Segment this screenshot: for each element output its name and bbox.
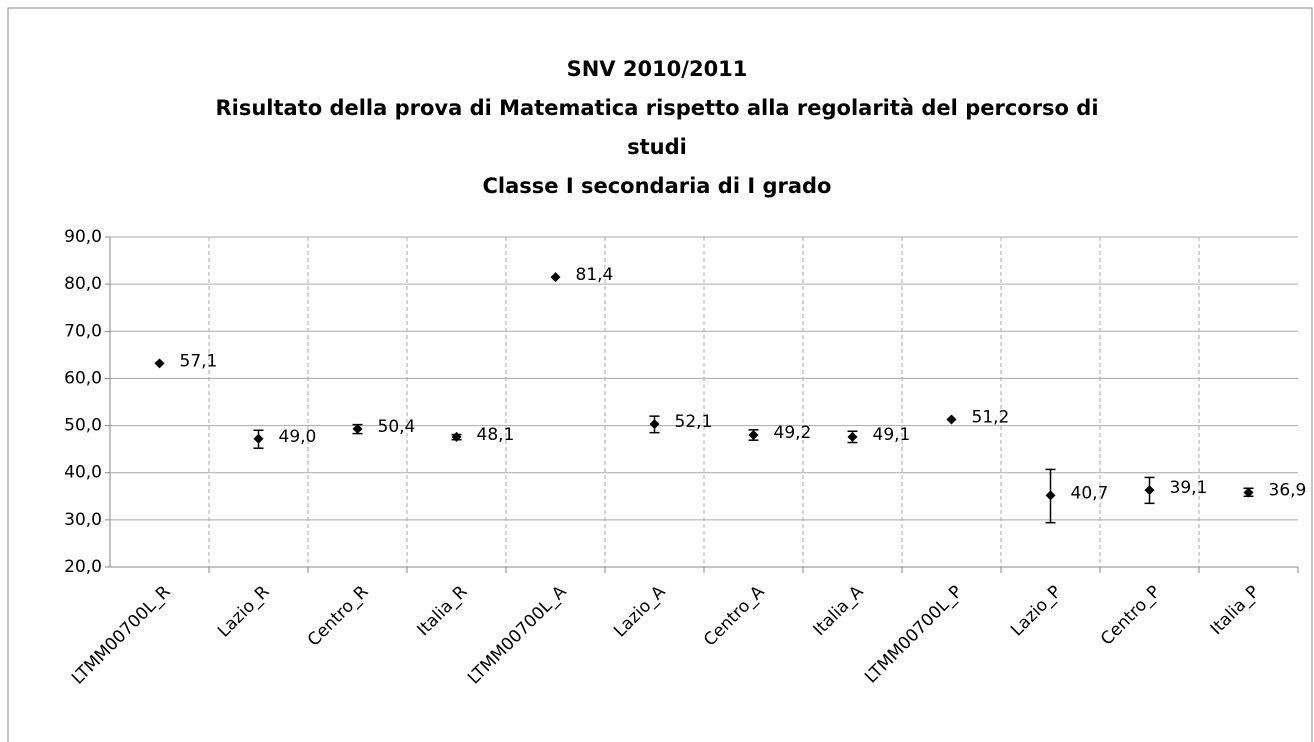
data-label: 49,2 bbox=[774, 423, 812, 443]
chart-title: Risultato della prova di Matematica risp… bbox=[215, 96, 1098, 120]
marker bbox=[847, 431, 858, 442]
data-label: 81,4 bbox=[576, 265, 614, 285]
chart-title: studi bbox=[627, 135, 687, 159]
data-label: 49,0 bbox=[279, 427, 317, 447]
data-label: 40,7 bbox=[1071, 483, 1109, 503]
marker bbox=[451, 431, 462, 442]
marker bbox=[748, 430, 759, 440]
y-tick-label: 40,0 bbox=[64, 463, 102, 483]
y-tick-label: 50,0 bbox=[64, 416, 102, 436]
marker bbox=[253, 433, 264, 444]
y-tick-label: 30,0 bbox=[64, 510, 102, 530]
y-tick-label: 20,0 bbox=[64, 557, 102, 577]
marker bbox=[1243, 487, 1254, 498]
y-tick-label: 70,0 bbox=[64, 321, 102, 341]
marker bbox=[1144, 485, 1155, 496]
chart-frame bbox=[7, 7, 1313, 742]
data-label: 48,1 bbox=[477, 425, 515, 445]
marker bbox=[550, 272, 561, 283]
data-label: 57,1 bbox=[180, 351, 218, 371]
chart-title: Classe I secondaria di I grado bbox=[483, 174, 832, 198]
y-tick-label: 90,0 bbox=[64, 227, 102, 247]
marker bbox=[946, 414, 957, 425]
marker bbox=[649, 419, 660, 430]
y-tick-label: 80,0 bbox=[64, 274, 102, 294]
data-label: 52,1 bbox=[675, 412, 713, 432]
data-label: 50,4 bbox=[378, 417, 416, 437]
data-label: 49,1 bbox=[873, 425, 911, 445]
data-label: 36,9 bbox=[1269, 481, 1307, 501]
marker bbox=[1045, 490, 1056, 501]
y-tick-label: 60,0 bbox=[64, 368, 102, 388]
marker bbox=[154, 358, 165, 369]
data-label: 39,1 bbox=[1170, 478, 1208, 498]
chart-title: SNV 2010/2011 bbox=[567, 57, 748, 81]
marker bbox=[352, 423, 363, 434]
data-label: 51,2 bbox=[972, 407, 1010, 427]
